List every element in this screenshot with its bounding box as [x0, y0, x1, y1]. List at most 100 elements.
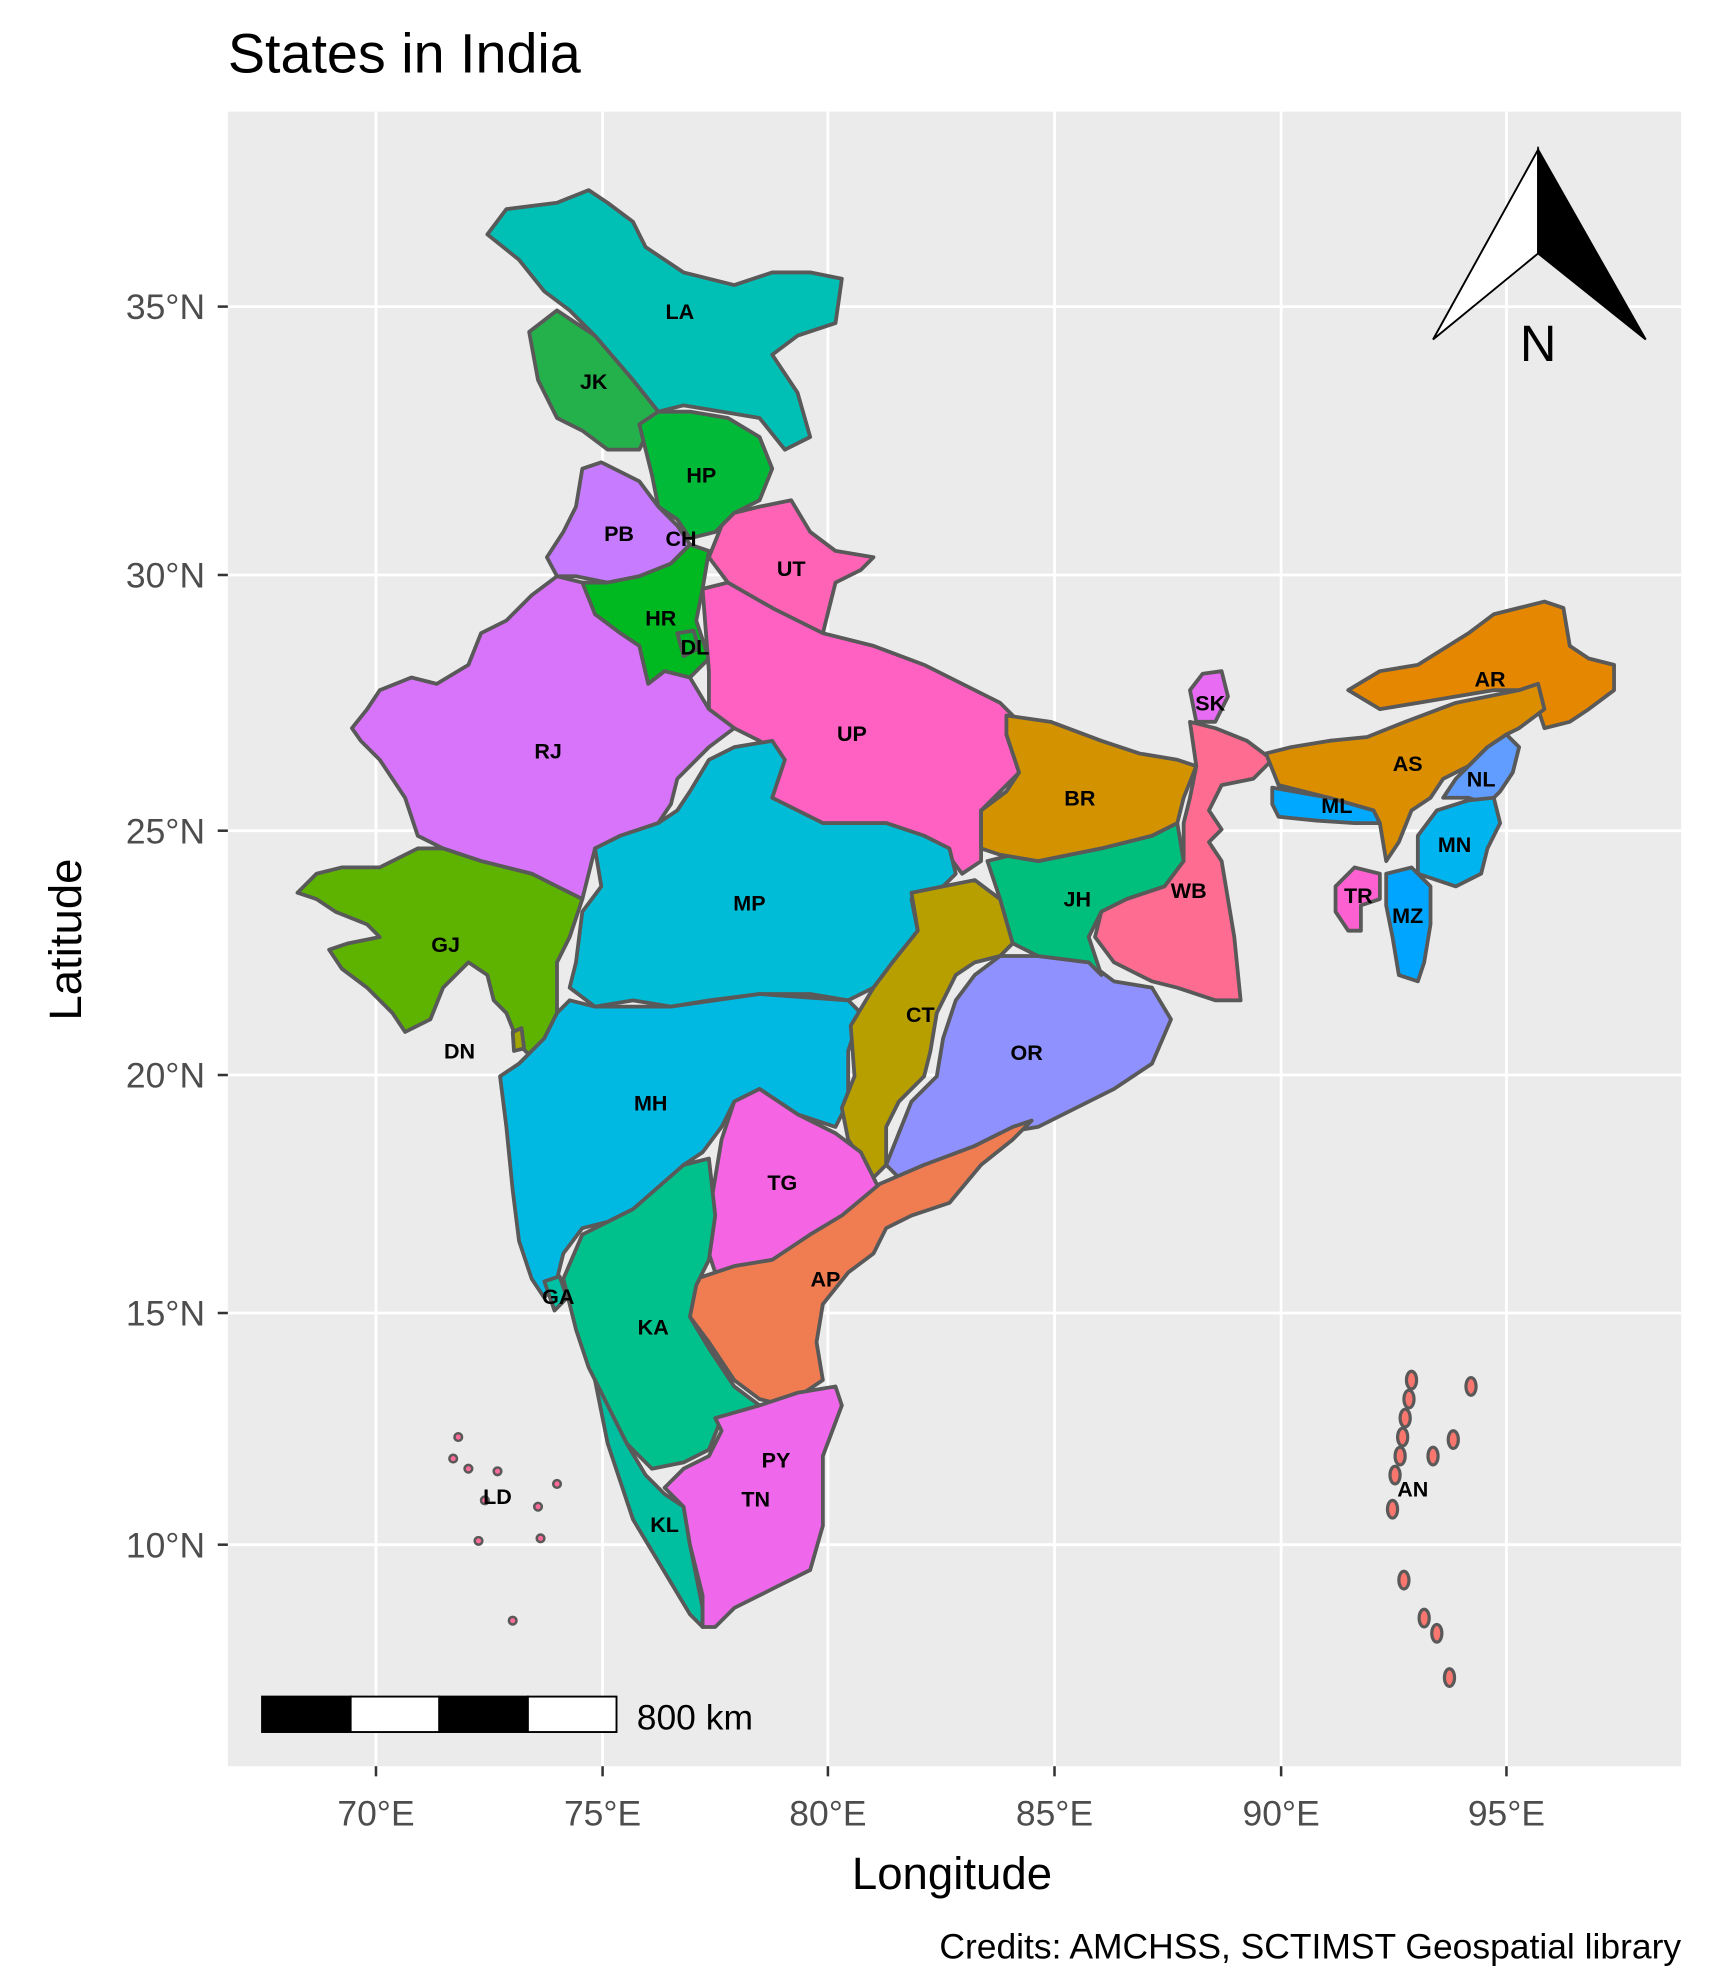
- state-jk: [527, 308, 661, 452]
- state-label-up: UP: [837, 722, 867, 746]
- state-label-tn: TN: [741, 1488, 770, 1512]
- state-tn: [662, 1384, 844, 1629]
- state-label-ch: CH: [666, 527, 697, 551]
- island-territories: [448, 1369, 1478, 1689]
- y-tick-label: 30°N: [126, 556, 205, 596]
- state-label-kl: KL: [650, 1513, 679, 1537]
- island-an: [1417, 1607, 1431, 1629]
- island-ld: [507, 1615, 518, 1626]
- north-arrow-right-half: [1537, 146, 1647, 341]
- state-label-hr: HR: [645, 607, 677, 631]
- island-an: [1430, 1622, 1444, 1644]
- state-label-ka: KA: [638, 1316, 669, 1340]
- state-label-ar: AR: [1474, 667, 1506, 691]
- y-tick-label: 25°N: [126, 811, 205, 851]
- state-label-an: AN: [1397, 1478, 1428, 1502]
- state-mn: [1415, 795, 1503, 889]
- scale-bar: 800 km: [261, 1695, 753, 1738]
- north-arrow: N: [1432, 145, 1647, 372]
- island-an: [1393, 1445, 1407, 1467]
- state-label-ap: AP: [810, 1267, 840, 1291]
- x-tick-label: 75°E: [564, 1794, 641, 1834]
- y-tick-label: 15°N: [126, 1294, 205, 1334]
- scale-bar-segment: [261, 1695, 352, 1733]
- y-axis-ticks: 35°N 30°N 25°N 20°N 15°N 10°N: [126, 287, 228, 1565]
- state-label-ml: ML: [1321, 794, 1352, 818]
- state-label-wb: WB: [1171, 879, 1207, 903]
- x-tick-label: 85°E: [1016, 1794, 1093, 1834]
- state-label-hp: HP: [686, 464, 716, 488]
- state-label-as: AS: [1393, 752, 1423, 776]
- scale-bar-segment: [349, 1695, 441, 1733]
- island-ld: [479, 1495, 490, 1506]
- state-label-tr: TR: [1344, 884, 1373, 908]
- island-ld: [463, 1463, 474, 1474]
- state-br: [979, 713, 1199, 863]
- state-label-py: PY: [762, 1448, 791, 1472]
- island-an: [1426, 1445, 1440, 1467]
- state-mz: [1384, 865, 1433, 984]
- state-label-ct: CT: [906, 1003, 935, 1027]
- island-ld: [535, 1533, 546, 1544]
- state-label-dl: DL: [681, 636, 710, 660]
- state-label-tg: TG: [767, 1171, 797, 1195]
- island-an: [1398, 1407, 1412, 1429]
- island-an: [1397, 1569, 1411, 1591]
- island-an: [1404, 1369, 1419, 1391]
- state-label-mp: MP: [733, 891, 765, 915]
- state-ml: [1270, 785, 1382, 825]
- state-label-rj: RJ: [534, 740, 562, 764]
- state-rj: [350, 574, 737, 901]
- island-an: [1442, 1667, 1457, 1689]
- credits-caption: Credits: AMCHSS, SCTIMST Geospatial libr…: [939, 1927, 1681, 1967]
- y-tick-label: 20°N: [126, 1056, 205, 1096]
- state-label-or: OR: [1011, 1041, 1044, 1065]
- state-ap: [688, 1118, 1034, 1408]
- island-an: [1446, 1429, 1460, 1451]
- scale-bar-segment: [438, 1695, 529, 1733]
- state-label-jk: JK: [580, 370, 608, 394]
- island-ld: [551, 1478, 563, 1489]
- y-tick-label: 35°N: [126, 287, 205, 327]
- state-label-pb: PB: [604, 522, 634, 546]
- state-ar: [1346, 599, 1616, 731]
- state-label-gj: GJ: [431, 933, 460, 957]
- state-label-la: LA: [665, 300, 694, 324]
- x-tick-label: 70°E: [337, 1794, 414, 1834]
- state-label-ga: GA: [542, 1285, 574, 1309]
- island-an: [1388, 1464, 1402, 1486]
- state-dn: [510, 1026, 526, 1053]
- y-tick-label: 10°N: [126, 1525, 205, 1565]
- north-arrow-label: N: [1520, 315, 1557, 372]
- island-an: [1385, 1498, 1400, 1520]
- x-tick-label: 95°E: [1468, 1794, 1545, 1834]
- x-tick-label: 90°E: [1242, 1794, 1319, 1834]
- y-axis-title: Latitude: [40, 858, 91, 1020]
- state-sk: [1188, 669, 1230, 724]
- island-ld: [532, 1501, 544, 1512]
- scale-bar-segment: [526, 1695, 618, 1733]
- state-tr: [1333, 865, 1382, 933]
- island-ld: [473, 1535, 484, 1546]
- state-label-mh: MH: [634, 1091, 667, 1115]
- state-label-sk: SK: [1195, 691, 1225, 715]
- state-label-mn: MN: [1438, 833, 1471, 857]
- state-polygons: [295, 188, 1616, 1629]
- island-ld: [448, 1453, 459, 1464]
- state-label-ld: LD: [483, 1485, 512, 1509]
- state-label-mz: MZ: [1392, 904, 1423, 928]
- x-axis-title: Longitude: [852, 1848, 1052, 1899]
- scale-bar-label: 800 km: [637, 1698, 753, 1738]
- state-label-dn: DN: [444, 1040, 475, 1064]
- map-title: States in India: [228, 22, 581, 84]
- x-tick-label: 80°E: [789, 1794, 866, 1834]
- island-ld: [492, 1466, 503, 1477]
- island-an: [1464, 1375, 1478, 1397]
- state-label-nl: NL: [1467, 767, 1496, 791]
- island-an: [1395, 1426, 1410, 1448]
- island-ld: [453, 1432, 464, 1443]
- state-dl: [675, 628, 701, 658]
- state-label-ut: UT: [777, 557, 806, 581]
